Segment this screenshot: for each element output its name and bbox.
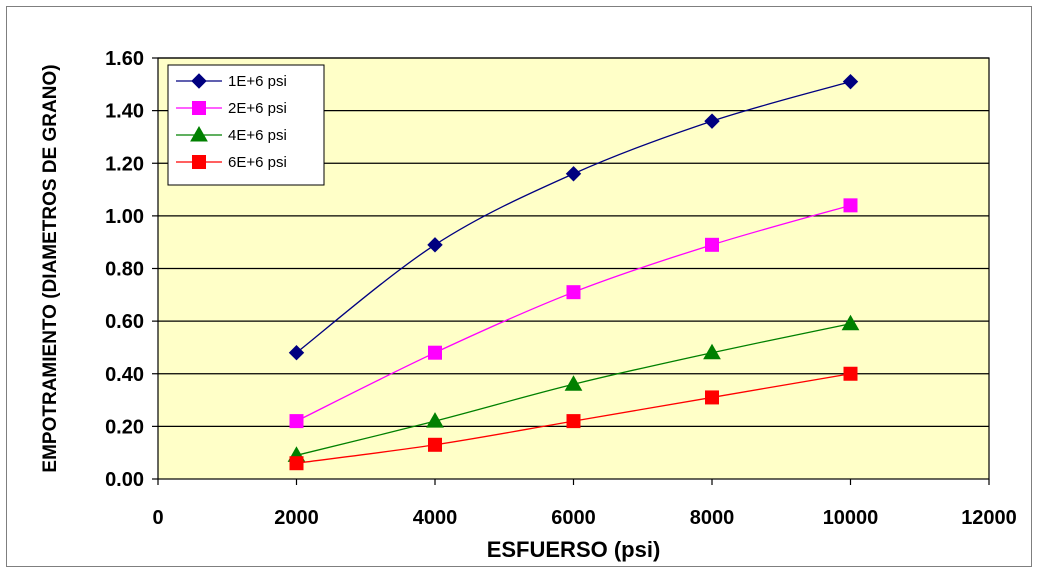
plot-border [157,57,990,480]
marker-diamond [704,113,720,129]
marker-triangle [426,412,444,428]
x-tick-label: 8000 [690,507,735,529]
x-tick-label: 4000 [413,507,458,529]
legend: 1E+6 psi 2E+6 psi 4E+6 psi 6E+6 psi [167,64,325,186]
legend-label: 2E+6 psi [228,100,287,117]
axes [152,57,990,485]
y-tick-label: 1.40 [105,101,144,123]
marker-square [705,390,719,405]
tick-labels: 0.00 0.20 0.40 0.60 0.80 1.00 1.20 1.40 1.60 0 200… [105,48,1017,529]
legend-item: 6E+6 psi [176,154,287,171]
marker-triangle [703,343,721,360]
marker-square [428,437,442,452]
x-tick-label: 12000 [961,507,1017,529]
marker-diamond [565,166,582,182]
y-tick-label: 0.60 [105,311,144,333]
marker-square [289,414,304,429]
legend-label: 1E+6 psi [228,73,287,90]
marker-square [192,101,206,115]
y-tick-label: 0.40 [105,364,144,386]
legend-item: 1E+6 psi [176,73,287,90]
marker-triangle [564,375,583,391]
x-tick-label: 2000 [274,507,319,529]
marker-diamond [842,73,859,90]
marker-diamond [427,237,443,253]
marker-square [566,414,581,429]
series-3 [287,314,860,462]
legend-label: 6E+6 psi [228,154,287,171]
marker-square [705,237,719,252]
marker-diamond [191,73,207,89]
y-tick-label: 0.80 [105,259,144,281]
marker-square [843,366,858,381]
x-axis-title: ESFUERSO (psi) [487,537,661,562]
x-tick-label: 10000 [823,507,879,529]
x-tick-label: 6000 [551,507,596,529]
marker-triangle [190,125,208,142]
marker-square [289,456,304,471]
y-tick-label: 0.00 [105,469,144,491]
y-axis-title: EMPOTRAMIENTO (DIAMETROS DE GRANO) [40,64,61,472]
marker-square [192,155,206,169]
y-tick-label: 1.60 [105,48,144,70]
y-tick-label: 1.00 [105,206,144,228]
y-tick-label: 1.20 [105,153,144,175]
y-tick-label: 0.20 [105,416,144,438]
legend-item: 4E+6 psi [176,125,287,144]
series-group [287,73,860,471]
marker-square [566,285,581,300]
series-4 [289,366,858,471]
series-2 [289,198,858,429]
legend-label: 4E+6 psi [228,127,287,144]
marker-square [843,198,858,213]
marker-triangle [841,314,860,331]
series-1 [288,73,859,361]
marker-diamond [288,344,305,361]
legend-item: 2E+6 psi [176,100,287,117]
marker-square [428,345,442,360]
x-tick-label: 0 [152,507,163,529]
